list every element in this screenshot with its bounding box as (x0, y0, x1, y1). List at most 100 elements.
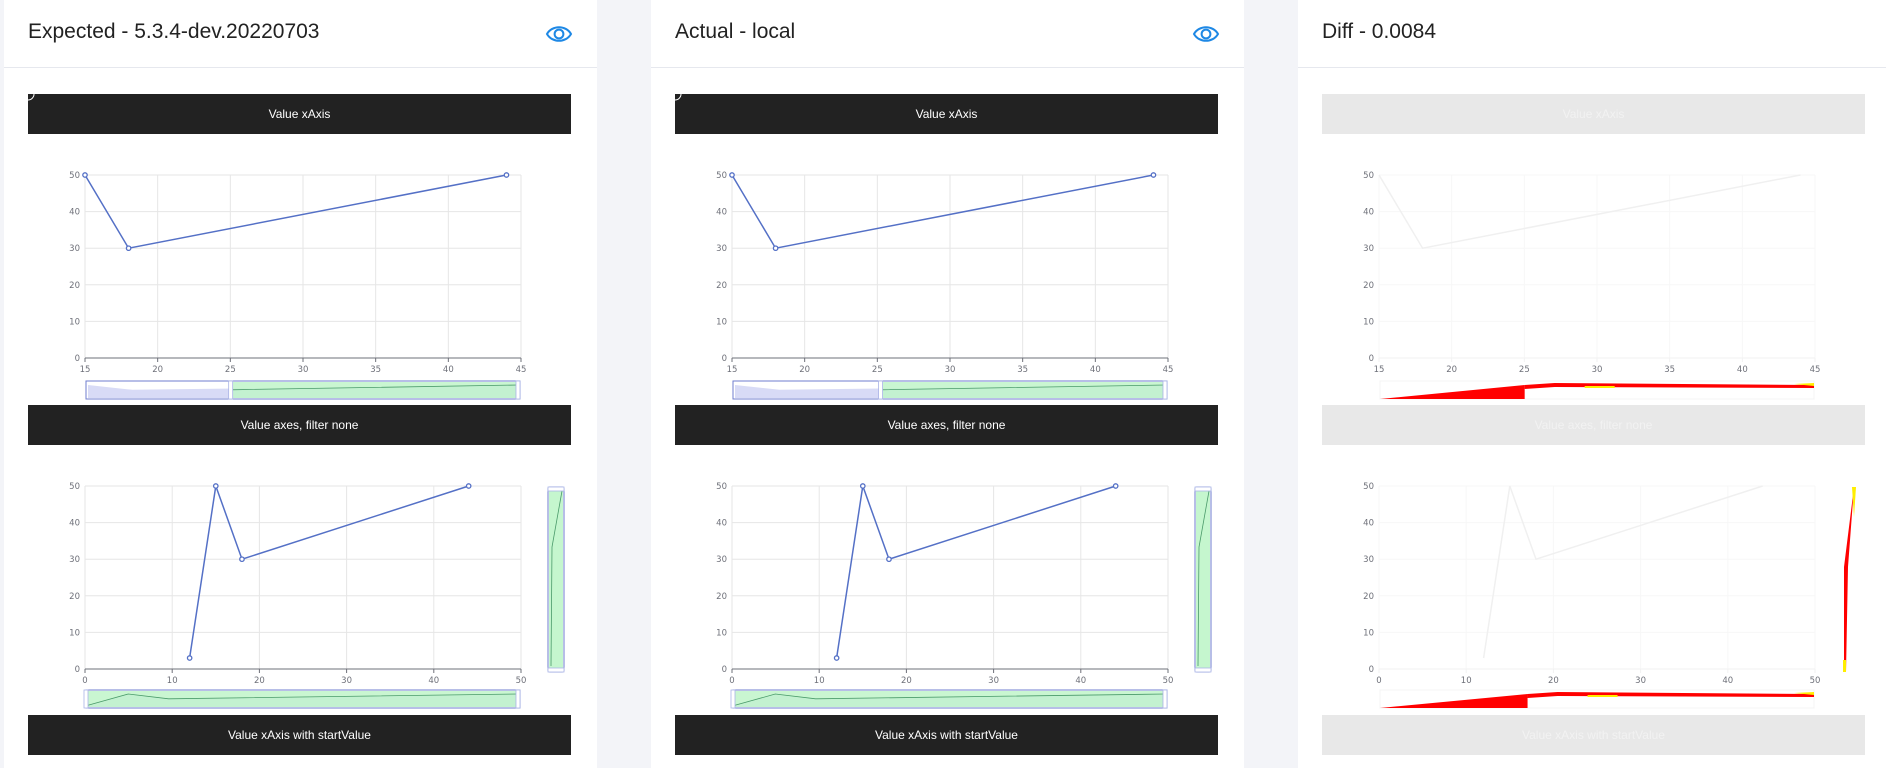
panel-actual: Actual - local Value xAxis Value axes, fil… (651, 0, 1244, 768)
zoom-slider-vertical (1194, 486, 1212, 673)
y-tick-label: 40 (69, 519, 80, 529)
data-point (239, 556, 245, 563)
zoom-slider-2 (83, 689, 521, 709)
section-bar (675, 94, 1218, 134)
y-tick-label: 50 (716, 171, 727, 181)
x-tick-label: 45 (516, 365, 527, 375)
series-line (188, 485, 469, 659)
data-point (82, 172, 88, 178)
panel-diff: Diff - 0.0084 Value xAxis Value axes, filt… (1298, 0, 1886, 768)
y-tick-label: 50 (1363, 171, 1374, 181)
chart-2: 0 10 20 30 40 50 0 10 20 30 40 50 (69, 482, 526, 686)
y-tick-label: 10 (69, 317, 80, 327)
panel-expected: Expected - 5.3.4-dev.20220703 Value xAxis… (4, 0, 597, 768)
zoom-data-line (734, 693, 1166, 706)
x-tick-label: 45 (1163, 365, 1174, 375)
eye-pupil (553, 28, 565, 40)
chart-1: 0 10 20 30 40 50 15 20 25 30 35 40 45 (716, 171, 1173, 375)
x-tick-label: 15 (727, 365, 738, 375)
diff-red-line (1524, 383, 1814, 389)
section-title: Value xAxis with startValue (1522, 728, 1665, 742)
zoom-handle-left (878, 380, 883, 400)
y-tick-label: 20 (69, 281, 80, 291)
x-tick-label: 35 (370, 365, 381, 375)
x-tick-label: 25 (872, 365, 883, 375)
diff-yellow-vertical (1843, 660, 1846, 672)
data-point (729, 172, 735, 178)
zoom-slider-1 (732, 380, 1168, 400)
y-tick-label: 0 (1369, 665, 1374, 675)
data-point (772, 245, 779, 252)
section-title: Value xAxis (916, 107, 978, 121)
y-tick-label: 50 (69, 171, 80, 181)
x-tick-label: 20 (799, 365, 810, 375)
x-tick-label: 10 (814, 676, 825, 686)
panel-title: Diff - 0.0084 (1322, 20, 1437, 43)
section-title: Value axes, filter none (888, 418, 1006, 432)
y-tick-label: 30 (69, 244, 80, 254)
x-tick-label: 40 (443, 365, 454, 375)
x-tick-label: 50 (1810, 676, 1821, 686)
x-tick-label: 20 (1446, 365, 1457, 375)
y-tick-label: 30 (716, 555, 727, 565)
diff-yellow-vertical (1852, 487, 1856, 517)
y-tick-label: 10 (1363, 628, 1374, 638)
y-tick-label: 10 (1363, 317, 1374, 327)
zoom-data-line-vertical (1197, 490, 1210, 667)
section-bar (28, 405, 571, 445)
x-tick-label: 15 (1374, 365, 1385, 375)
eye-icon[interactable] (545, 21, 573, 47)
y-tick-label: 50 (1363, 482, 1374, 492)
zoom-slider-2 (730, 689, 1168, 709)
section-bar (675, 715, 1218, 755)
panel-header: Diff - 0.0084 (1298, 0, 1886, 68)
diff-yellow-mark (1794, 383, 1814, 386)
x-tick-label: 0 (729, 676, 734, 686)
section-title: Value axes, filter none (1535, 418, 1653, 432)
x-tick-label: 30 (1592, 365, 1603, 375)
diff-red-line (1527, 692, 1814, 698)
section-bar (675, 405, 1218, 445)
y-tick-label: 30 (1363, 555, 1374, 565)
diff-yellow-mark (1584, 386, 1615, 388)
eye-icon[interactable] (1192, 21, 1220, 47)
x-tick-label: 35 (1664, 365, 1675, 375)
diff-yellow-mark (1794, 692, 1814, 695)
zoom-data-line (87, 693, 519, 706)
panel-title: Expected - 5.3.4-dev.20220703 (28, 20, 320, 43)
panel-title: Actual - local (675, 20, 796, 43)
zoom-slider-2 (1379, 689, 1815, 709)
zoom-handle-top (1194, 486, 1212, 492)
panel-canvas: Value xAxis Value axes, filter none Value … (674, 93, 1218, 755)
data-point (859, 483, 866, 489)
x-tick-label: 20 (901, 676, 912, 686)
y-tick-label: 0 (722, 665, 727, 675)
section-bar (28, 94, 571, 134)
x-tick-label: 30 (988, 676, 999, 686)
zoom-handle-left (730, 689, 736, 709)
chart-1: 0 10 20 30 40 50 15 20 25 30 35 40 45 (1363, 171, 1820, 375)
series-line (1378, 174, 1801, 250)
y-tick-label: 10 (69, 628, 80, 638)
y-tick-label: 0 (75, 354, 80, 364)
x-tick-label: 40 (1737, 365, 1748, 375)
series-line (835, 485, 1116, 659)
diff-red-area (1380, 385, 1525, 399)
y-tick-label: 0 (75, 665, 80, 675)
y-tick-label: 20 (716, 281, 727, 291)
zoom-data-line-vertical (550, 490, 563, 667)
x-tick-label: 10 (1461, 676, 1472, 686)
x-tick-label: 40 (1722, 676, 1733, 686)
chart-2: 0 10 20 30 40 50 0 10 20 30 40 50 (716, 482, 1173, 686)
eye-outline (545, 26, 573, 42)
zoom-track (1379, 689, 1815, 709)
section-title: Value xAxis (1563, 107, 1625, 121)
section-title: Value xAxis with startValue (228, 728, 371, 742)
data-point (125, 245, 132, 252)
y-tick-label: 40 (716, 519, 727, 529)
y-tick-label: 0 (1369, 354, 1374, 364)
panel-canvas: Value xAxis Value axes, filter none Value … (1322, 94, 1865, 755)
zoom-track (1379, 380, 1815, 400)
data-point (503, 172, 510, 178)
y-tick-label: 20 (69, 592, 80, 602)
